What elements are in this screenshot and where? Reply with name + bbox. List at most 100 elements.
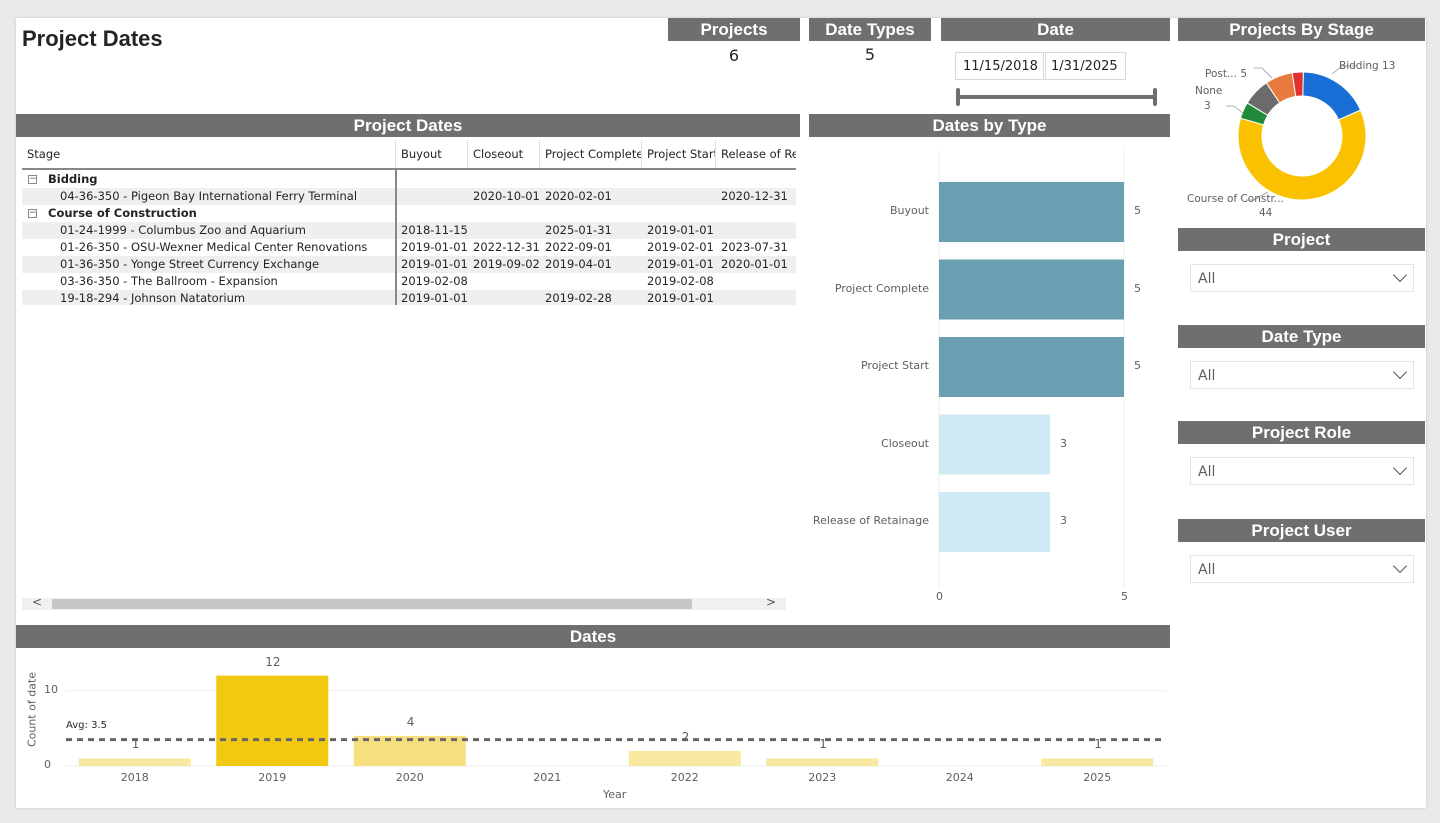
page-title: Project Dates <box>22 26 163 51</box>
year-bar-2018[interactable] <box>78 758 191 766</box>
year-bar-value-label: 4 <box>406 714 415 729</box>
category-label: Closeout <box>881 436 929 450</box>
column-header-release-of-retainage[interactable]: Release of Ret <box>721 147 796 161</box>
start-date-cell: 2019-02-01 <box>647 240 714 254</box>
donut-slice[interactable] <box>1302 71 1362 121</box>
complete-date-cell: 2019-04-01 <box>545 257 612 271</box>
year-tick-label: 2020 <box>395 771 424 784</box>
date-range-slider[interactable] <box>959 95 1155 99</box>
column-header-stage[interactable]: Stage <box>22 140 396 168</box>
closeout-date-cell: 2020-10-01 <box>473 189 540 203</box>
table-row[interactable]: 04-36-350 - Pigeon Bay International Fer… <box>22 188 796 205</box>
release-date-cell: 2020-12-31 <box>721 189 788 203</box>
table-row[interactable]: 01-26-350 - OSU-Wexner Medical Center Re… <box>22 239 796 256</box>
end-date-input[interactable]: 1/31/2025 <box>1043 52 1126 80</box>
bar-value-label: 3 <box>1060 514 1067 527</box>
project-name-cell: 19-18-294 - Johnson Natatorium <box>60 291 246 305</box>
table-row[interactable]: 03-36-350 - The Ballroom - Expansion 2019… <box>22 273 796 290</box>
group-label: Course of Construction <box>48 206 197 220</box>
collapse-icon[interactable]: − <box>28 174 37 184</box>
slicer-selected-value: All <box>1198 271 1216 287</box>
bar-buyout[interactable] <box>939 182 1124 242</box>
complete-date-cell: 2020-02-01 <box>545 189 612 203</box>
bar-closeout[interactable] <box>939 414 1050 475</box>
year-bar-2023[interactable] <box>766 758 879 766</box>
table-row[interactable]: 01-24-1999 - Columbus Zoo and Aquarium 20… <box>22 222 796 239</box>
year-bar-2022[interactable] <box>628 750 741 766</box>
slicer-header-project-user: Project User <box>1178 519 1425 542</box>
table-horizontal-scrollbar[interactable]: < > <box>22 595 786 610</box>
complete-date-cell: 2022-09-01 <box>545 240 612 254</box>
slicer-header-project: Project <box>1178 228 1425 251</box>
projects-card-value: 6 <box>728 46 740 65</box>
bar-release-of-retainage[interactable] <box>939 492 1050 552</box>
date-slider-end-handle[interactable] <box>1153 88 1157 106</box>
table-header-divider <box>22 168 796 170</box>
scroll-left-arrow[interactable]: < <box>32 595 43 609</box>
chevron-down-icon[interactable] <box>1392 364 1408 380</box>
dates-year-chart <box>66 675 1166 767</box>
bar-project-complete[interactable] <box>939 259 1124 320</box>
scroll-right-arrow[interactable]: > <box>766 595 777 609</box>
release-date-cell: 2023-07-31 <box>721 240 788 254</box>
release-date-cell: 2020-01-01 <box>721 257 788 271</box>
chevron-down-icon[interactable] <box>1392 558 1408 574</box>
report-canvas: Project Dates Projects 6 Date Types 5 Da… <box>16 18 1426 808</box>
start-date-cell: 2019-02-08 <box>647 274 714 288</box>
start-date-cell: 2019-01-01 <box>647 291 714 305</box>
chevron-down-icon[interactable] <box>1392 267 1408 283</box>
donut-slice[interactable] <box>1291 71 1304 98</box>
year-bar-2025[interactable] <box>1041 758 1154 766</box>
bar-project-start[interactable] <box>939 337 1124 397</box>
collapse-icon[interactable]: − <box>28 208 37 218</box>
year-bar-value-label: 1 <box>1094 737 1102 752</box>
leader-line <box>1226 105 1245 115</box>
closeout-date-cell: 2022-12-31 <box>473 240 540 254</box>
y-tick-label: 10 <box>44 682 58 696</box>
column-header-closeout[interactable]: Closeout <box>468 140 540 168</box>
complete-date-cell: 2025-01-31 <box>545 223 612 237</box>
donut-slice[interactable] <box>1237 109 1367 201</box>
donut-label-bidding: Bidding 13 <box>1339 60 1396 72</box>
column-header-project-start[interactable]: Project Start <box>642 140 716 168</box>
projects-by-stage-header: Projects By Stage <box>1178 18 1425 41</box>
start-date-input[interactable]: 11/15/2018 <box>955 52 1046 80</box>
table-row[interactable]: 19-18-294 - Johnson Natatorium 2019-01-01… <box>22 290 796 305</box>
average-label: Avg: 3.5 <box>66 719 107 731</box>
chevron-down-icon[interactable] <box>1392 460 1408 476</box>
dates-by-type-header: Dates by Type <box>809 114 1170 137</box>
year-tick-label: 2024 <box>945 771 974 784</box>
donut-label-none-value: 3 <box>1204 100 1211 112</box>
project-name-cell: 01-36-350 - Yonge Street Currency Exchan… <box>60 257 320 271</box>
stage-donut-chart <box>1226 65 1367 201</box>
leader-line <box>1331 65 1357 75</box>
year-bar-2019[interactable] <box>216 675 329 766</box>
category-label: Buyout <box>889 204 929 217</box>
project-name-cell: 01-26-350 - OSU-Wexner Medical Center Re… <box>60 240 368 254</box>
complete-date-cell: 2019-02-28 <box>545 291 612 305</box>
scrollbar-thumb[interactable] <box>52 599 692 609</box>
slicer-dropdown-project[interactable]: All <box>1190 264 1414 292</box>
category-label: Project Start <box>860 359 929 372</box>
y-tick-label: 0 <box>44 758 51 771</box>
closeout-date-cell: 2019-09-02 <box>473 257 540 271</box>
buyout-date-cell: 2019-01-01 <box>401 240 468 254</box>
table-group-row[interactable]: − Bidding <box>22 171 796 188</box>
slicer-dropdown-project-user[interactable]: All <box>1190 555 1414 583</box>
slicer-selected-value: All <box>1198 464 1216 480</box>
start-date-cell: 2019-01-01 <box>647 223 714 237</box>
column-header-buyout[interactable]: Buyout <box>396 140 468 168</box>
bar-value-label: 3 <box>1060 436 1067 450</box>
date-types-card-header: Date Types <box>809 18 931 41</box>
slicer-dropdown-date-type[interactable]: All <box>1190 361 1414 389</box>
slicer-dropdown-project-role[interactable]: All <box>1190 457 1414 485</box>
date-slider-start-handle[interactable] <box>956 88 960 106</box>
column-header-project-complete[interactable]: Project Complete <box>540 140 642 168</box>
table-row[interactable]: 01-36-350 - Yonge Street Currency Exchan… <box>22 256 796 273</box>
slicer-selected-value: All <box>1198 562 1216 578</box>
dates-chart-header: Dates <box>16 625 1170 648</box>
buyout-date-cell: 2018-11-15 <box>401 223 468 237</box>
y-axis-label: Count of date <box>25 671 39 748</box>
year-tick-label: 2019 <box>258 771 287 784</box>
table-group-row[interactable]: − Course of Construction <box>22 205 796 222</box>
